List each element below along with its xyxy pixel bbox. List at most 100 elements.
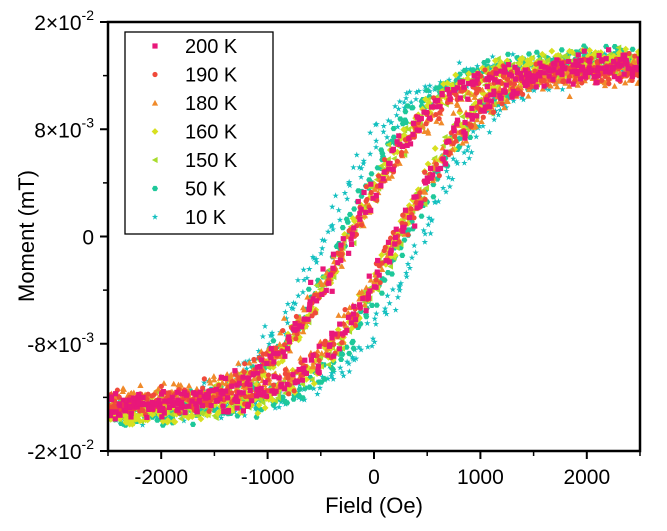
data-point [307,299,313,305]
data-point [196,399,203,405]
data-point [635,67,640,73]
data-point [461,159,468,166]
data-point [409,105,416,111]
data-point [476,122,483,129]
data-point [304,293,311,300]
data-point [265,372,272,378]
data-point [538,50,546,58]
data-point [465,143,472,150]
data-point [291,388,297,394]
data-point [215,408,223,416]
data-point [470,81,476,87]
data-point [303,370,310,376]
data-point [357,173,365,180]
data-point [411,215,417,221]
data-point [372,143,380,150]
data-point [386,166,392,172]
data-point [387,235,394,241]
data-point [123,408,129,414]
data-point [200,385,206,391]
data-point [560,53,567,60]
data-point [328,369,335,376]
data-point [312,310,318,316]
data-point [134,404,140,410]
data-point [481,108,487,114]
data-point [403,89,410,96]
y-tick-exponent: -2 [82,7,95,23]
y-tick-base: 0 [82,227,94,250]
data-point [353,151,360,158]
data-point [259,333,267,340]
legend-label: 160 K [185,122,238,144]
data-point [179,402,185,408]
data-point [491,57,499,65]
data-point [185,382,193,389]
data-point [625,65,631,71]
data-point [619,67,627,74]
data-point [462,131,468,137]
data-point [342,330,348,336]
data-point [271,404,279,411]
data-point [320,273,326,281]
data-point [210,387,216,394]
data-point [257,396,264,403]
data-point [570,81,576,87]
data-point [343,358,351,365]
y-tick-label: 2×10-2 [34,7,94,35]
data-point [346,304,353,311]
data-point [190,421,196,427]
data-point [293,313,300,320]
data-point [358,222,365,228]
legend-marker-200k [152,43,158,49]
data-point [495,111,502,118]
data-point [546,73,552,79]
data-point [159,414,165,420]
data-point [538,63,544,70]
data-point [351,303,357,310]
data-point [268,355,274,361]
data-point [599,77,605,84]
data-point [319,245,326,252]
data-point [629,46,636,52]
data-point [271,382,277,388]
data-point [498,68,504,74]
data-point [265,340,273,347]
data-point [370,195,376,201]
data-point [275,350,281,357]
data-point [454,117,461,123]
data-point [516,55,524,63]
data-point [396,286,403,293]
data-point [315,368,321,374]
legend: 200 K 190 K 180 K 160 K 150 K 50 K 10 K [124,31,274,235]
data-point [454,85,461,91]
data-point [630,57,637,64]
data-point [396,282,403,289]
data-point [308,279,314,285]
data-point [294,276,302,283]
data-point [364,196,370,203]
data-point [271,359,277,365]
data-point [474,104,480,110]
data-point [491,91,497,98]
data-point [371,186,378,192]
data-point [389,286,396,293]
data-point [636,59,640,65]
data-point [295,292,302,299]
data-point [385,239,392,245]
data-point [445,174,452,181]
data-point [394,158,400,164]
data-point [197,415,205,423]
data-point [629,66,635,72]
data-point [373,120,380,127]
data-point [599,65,605,71]
data-point [174,389,180,395]
data-point [345,178,353,185]
data-point [280,327,286,334]
data-point [213,398,220,404]
data-point [194,404,200,410]
data-point [120,386,127,392]
data-point [516,60,523,68]
data-point [170,400,176,406]
data-point [383,133,391,141]
data-point [474,113,480,119]
